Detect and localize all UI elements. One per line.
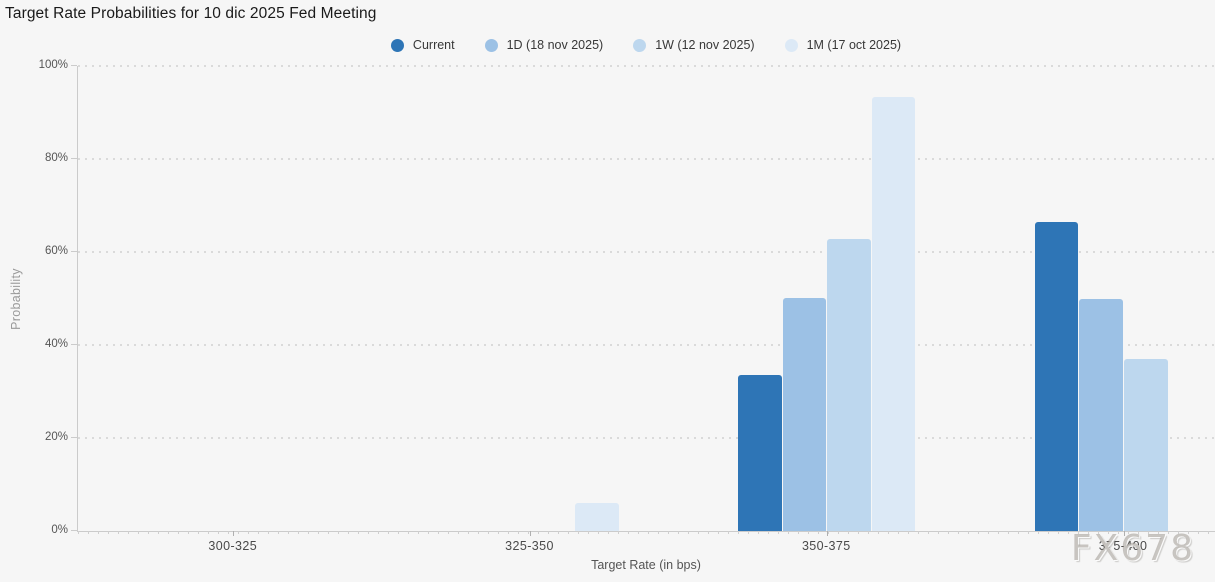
legend-item-1m[interactable]: 1M (17 oct 2025) <box>784 38 902 52</box>
bar-1m-325-350[interactable] <box>575 503 619 531</box>
legend: Current 1D (18 nov 2025) 1W (12 nov 2025) 1… <box>77 36 1215 54</box>
legend-item-1w[interactable]: 1W (12 nov 2025) <box>633 38 755 52</box>
y-axis-title-wrap: Probability <box>0 66 32 531</box>
bar-1w-350-375[interactable] <box>827 239 871 531</box>
x-tick-mark <box>530 531 532 536</box>
legend-label: 1W (12 nov 2025) <box>655 38 755 52</box>
x-category-label: 325-350 <box>505 539 554 553</box>
y-tick-label: 60% <box>44 245 68 257</box>
bar-1m-350-375[interactable] <box>871 96 916 531</box>
y-tick-mark <box>71 530 77 531</box>
gridline-40: 40% <box>45 338 1215 350</box>
legend-marker-icon <box>784 38 798 52</box>
y-tick-label: 80% <box>44 152 68 164</box>
x-category-label: 375-400 <box>1098 539 1148 553</box>
chart-title: Target Rate Probabilities for 10 dic 202… <box>5 5 377 22</box>
gridline-100: 100% <box>39 59 1215 71</box>
legend-label: 1M (17 oct 2025) <box>806 38 902 52</box>
legend-label: Current <box>412 38 455 52</box>
y-tick-mark <box>71 158 77 159</box>
y-tick-label: 0% <box>51 524 68 536</box>
y-tick-mark <box>71 437 77 438</box>
legend-marker-icon <box>390 38 404 52</box>
gridline-60: 60% <box>45 245 1215 257</box>
bar-current-350-375[interactable] <box>738 375 782 531</box>
x-axis-minor-ticks <box>78 531 1215 534</box>
y-tick-label: 20% <box>44 431 68 443</box>
legend-label: 1D (18 nov 2025) <box>506 38 604 52</box>
gridline-20: 20% <box>45 431 1215 443</box>
x-category-label: 350-375 <box>801 539 851 553</box>
y-axis-title: Probability <box>9 267 24 330</box>
y-tick-label: 40% <box>44 338 68 350</box>
x-tick-mark <box>1123 531 1125 536</box>
x-tick-mark <box>233 531 235 536</box>
gridline-80: 80% <box>45 152 1215 164</box>
x-tick-mark <box>826 531 828 536</box>
y-tick-mark <box>71 344 77 345</box>
legend-marker-icon <box>633 38 647 52</box>
bar-1w-375-400[interactable] <box>1124 359 1168 531</box>
legend-marker-icon <box>484 38 498 52</box>
bar-1d-350-375[interactable] <box>782 298 827 531</box>
gridline-0: 0% <box>51 524 1215 536</box>
x-category-label: 300-325 <box>208 539 258 553</box>
bar-current-375-400[interactable] <box>1034 221 1079 531</box>
y-tick-mark <box>71 251 77 252</box>
y-tick-label: 100% <box>38 59 68 71</box>
bar-1d-375-400[interactable] <box>1079 298 1123 531</box>
x-axis-title: Target Rate (in bps) <box>591 558 701 572</box>
plot-area: 0% 20% 40% 60% 80% 100% <box>39 59 1215 536</box>
legend-item-1d[interactable]: 1D (18 nov 2025) <box>484 38 604 52</box>
legend-item-current[interactable]: Current <box>390 38 455 52</box>
y-tick-mark <box>71 65 77 66</box>
